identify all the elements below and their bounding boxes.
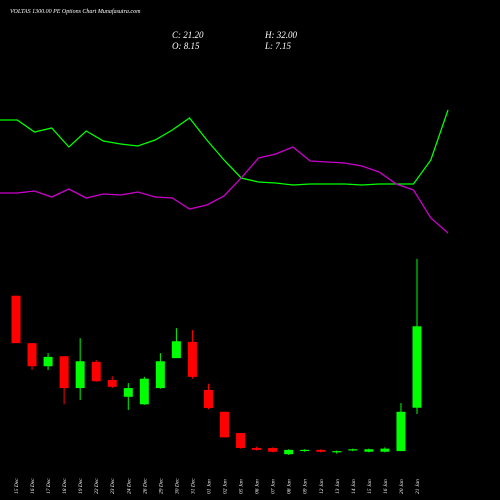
candle-body	[59, 356, 69, 389]
candle-body	[43, 356, 53, 367]
stat-high: H: 32.00	[264, 30, 297, 40]
candle-body	[364, 449, 374, 452]
x-tick-label: 15 Jan	[367, 479, 373, 494]
x-tick-label: 16 Jan	[383, 479, 389, 494]
candle-body	[332, 451, 342, 453]
stat-low: L: 7.15	[264, 41, 292, 51]
x-tick-label: 14 Jan	[350, 479, 357, 494]
candle-body	[268, 447, 278, 452]
x-tick-label: 07 Jan	[271, 479, 277, 494]
stat-open: O: 8.15	[172, 41, 200, 51]
candle-body	[348, 449, 358, 451]
candle-body	[107, 379, 117, 387]
candle-body	[396, 411, 406, 452]
candle-body	[155, 361, 165, 389]
candle-body	[139, 378, 149, 405]
candle-body	[412, 326, 422, 408]
x-tick-label: 29 Dec	[158, 478, 164, 494]
x-tick-label: 06 Jan	[255, 479, 261, 494]
candle-body	[236, 433, 246, 448]
candle-body	[123, 388, 133, 397]
candle-body	[252, 447, 262, 450]
candle-body	[203, 389, 213, 409]
x-tick-label: 01 Jan	[206, 479, 212, 494]
candle-body	[380, 448, 390, 452]
candle-body	[300, 449, 310, 452]
indicator-line	[0, 146, 449, 234]
x-tick-label: 18 Dec	[62, 478, 68, 494]
x-tick-label: 05 Jan	[239, 479, 245, 494]
candle-body	[316, 449, 326, 452]
x-tick-label: 21 Jan	[415, 479, 421, 494]
x-tick-label: 17 Dec	[46, 478, 52, 494]
x-tick-label: 26 Dec	[142, 478, 148, 494]
x-tick-label: 23 Dec	[110, 478, 116, 494]
candle-body	[171, 341, 181, 359]
candle-body	[11, 295, 21, 344]
x-tick-label: 09 Jan	[303, 479, 309, 494]
stat-close: C: 21.20	[172, 30, 204, 40]
x-tick-label: 30 Dec	[174, 478, 180, 495]
candle-body	[284, 449, 294, 455]
x-tick-label: 08 Jan	[287, 479, 293, 494]
indicator-line	[0, 109, 449, 186]
candle-body	[187, 341, 197, 377]
x-tick-label: 24 Dec	[125, 478, 132, 494]
x-tick-label: 19 Dec	[78, 478, 84, 494]
x-tick-label: 31 Dec	[190, 478, 196, 495]
x-tick-label: 16 Dec	[30, 478, 36, 494]
x-tick-label: 22 Dec	[94, 478, 100, 494]
x-tick-label: 20 Jan	[399, 479, 405, 494]
x-tick-label: 13 Jan	[335, 479, 341, 494]
candle-body	[27, 343, 37, 367]
candle-body	[91, 361, 101, 382]
x-tick-label: 12 Jan	[319, 479, 325, 494]
chart-title: VOLTAS 1300.00 PE Options Chart Munafasu…	[10, 8, 141, 15]
candle-body	[75, 361, 85, 389]
x-tick-label: 02 Jan	[223, 479, 229, 494]
candle-body	[220, 411, 230, 438]
x-tick-label: 15 Dec	[14, 478, 20, 494]
